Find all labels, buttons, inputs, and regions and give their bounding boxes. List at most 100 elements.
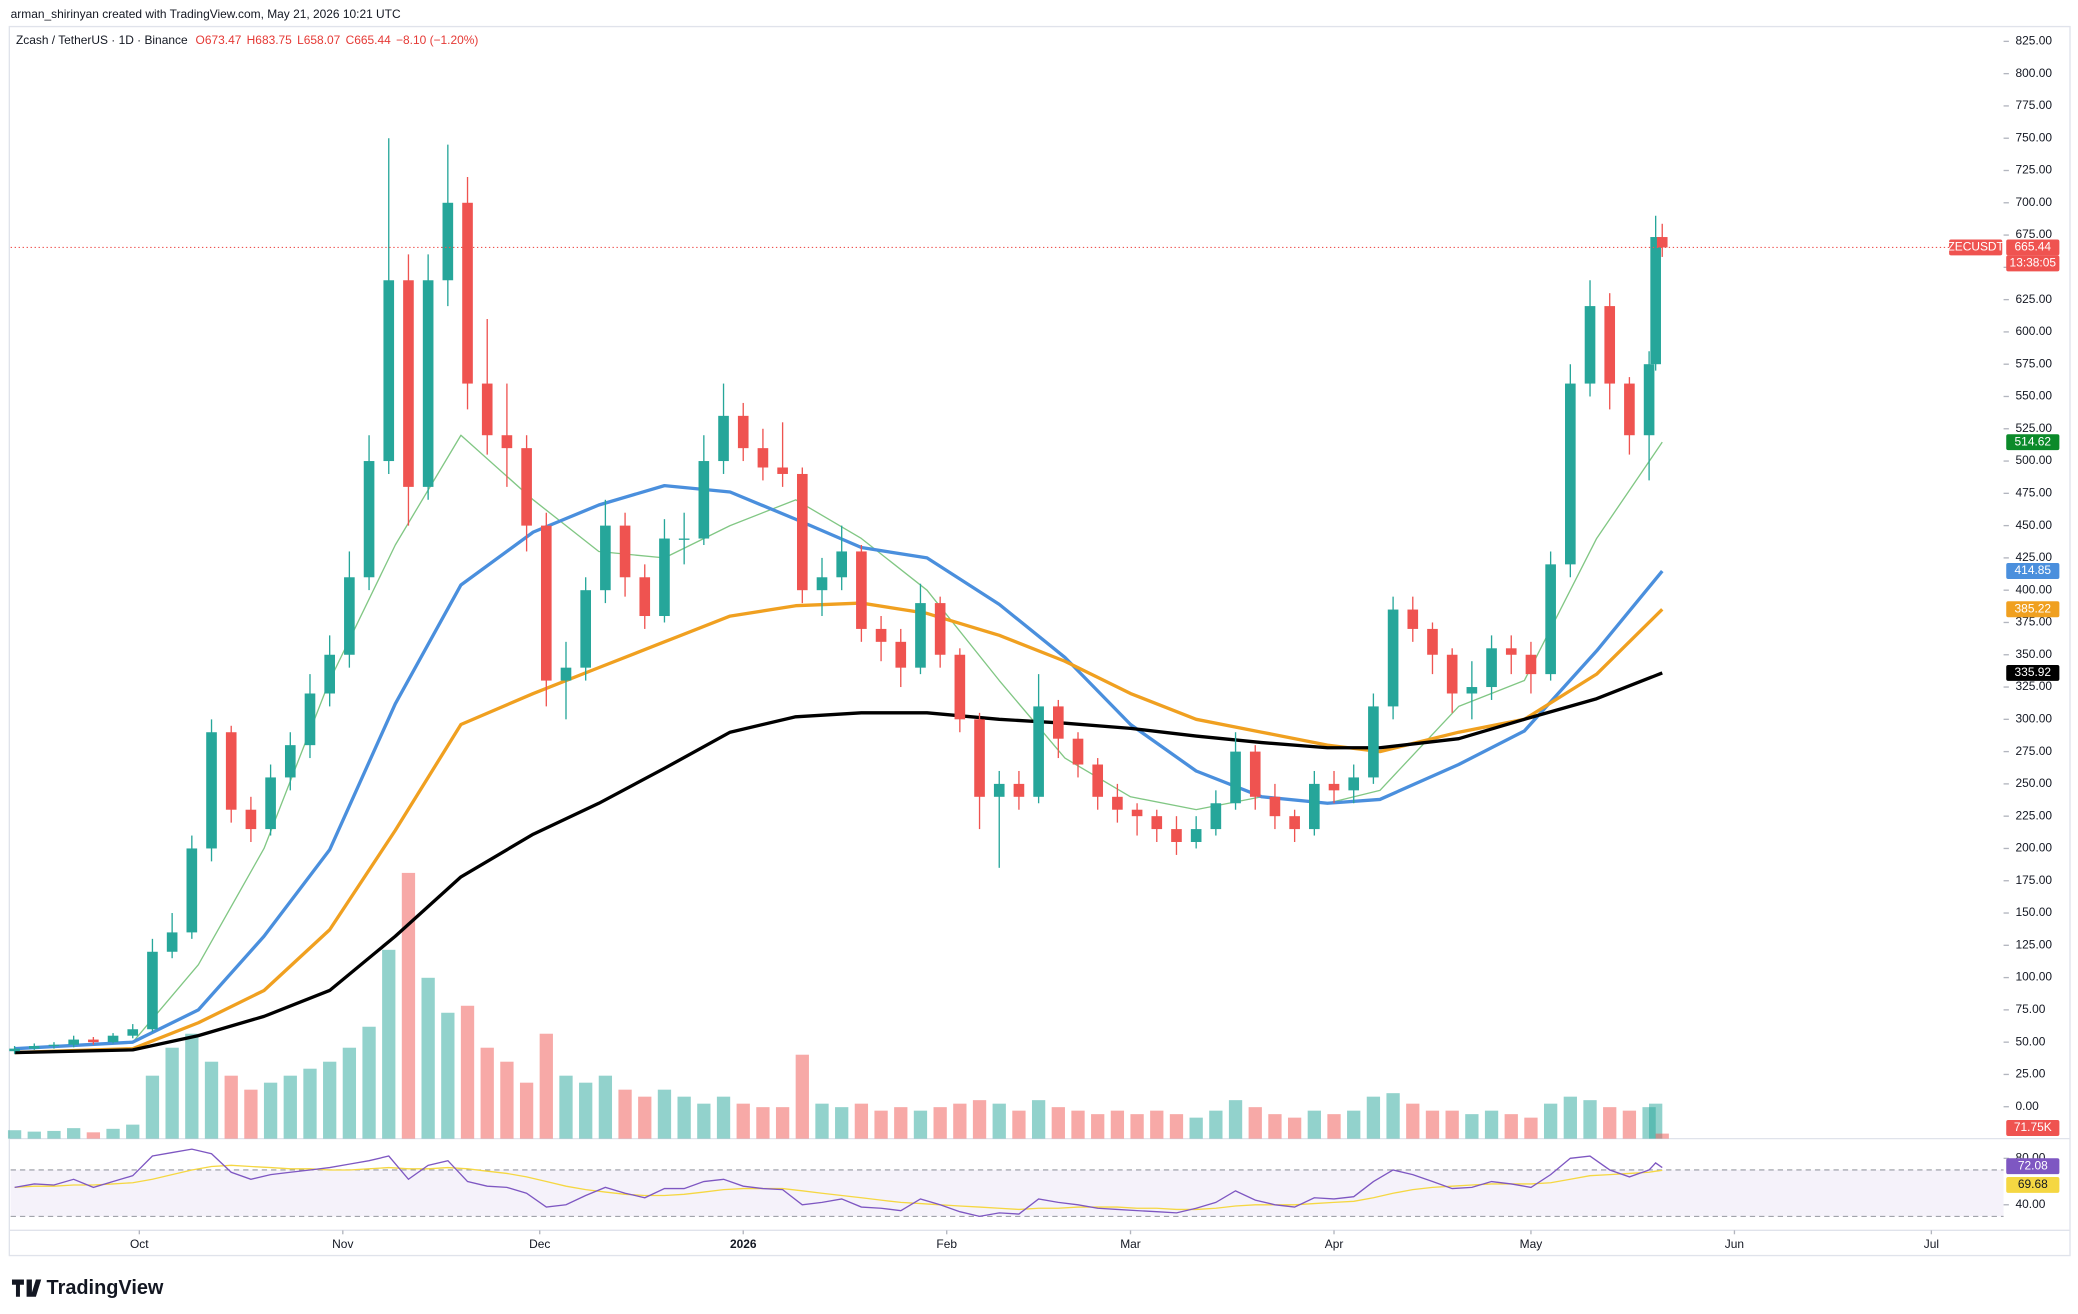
ma-value-label-box [2006, 434, 2060, 451]
volume-bar [382, 949, 396, 1139]
candle-body [619, 525, 631, 578]
volume-bar [992, 1103, 1006, 1139]
y-tick-label: 675.00 [2016, 227, 2053, 241]
candle-body [304, 693, 316, 746]
y-tick-label: 775.00 [2016, 98, 2053, 112]
volume-bar [441, 1012, 455, 1139]
candle-body [324, 654, 335, 694]
candle-body [462, 202, 473, 384]
x-tick-label: Feb [936, 1237, 957, 1251]
y-tick-label: 575.00 [2016, 356, 2053, 370]
y-tick-label: 350.00 [2016, 647, 2053, 661]
candle-body [501, 435, 513, 449]
volume-bar [480, 1047, 494, 1139]
candle-body [166, 932, 178, 952]
candle-body [1171, 829, 1182, 842]
candle-body [757, 448, 769, 468]
brand: TradingView [47, 1277, 164, 1299]
x-tick-label: Oct [130, 1237, 149, 1251]
volume-bar [874, 1110, 888, 1139]
volume-bar [1031, 1100, 1046, 1139]
last-price-label-box [2006, 239, 2060, 256]
volume-bar [1622, 1110, 1637, 1139]
candle-body [816, 577, 828, 591]
y-tick-label: 250.00 [2016, 776, 2053, 790]
volume-bar [1583, 1100, 1597, 1139]
volume-bar [1327, 1114, 1341, 1139]
volume-bar [1524, 1117, 1538, 1139]
ohlc-high: H683.75 [247, 33, 292, 47]
y-tick-label: 600.00 [2016, 324, 2053, 338]
ma-value-label: 414.85 [2015, 563, 2052, 577]
candle-body [1427, 628, 1438, 655]
volume-bar [1228, 1100, 1243, 1139]
volume-bar [1543, 1103, 1558, 1139]
candle-body [1446, 654, 1458, 694]
volume-bar [1603, 1107, 1617, 1139]
rsi-band [10, 1169, 2004, 1217]
candle-body [1230, 751, 1241, 804]
candle-body [737, 415, 749, 449]
brand-logo: TradingView [11, 1277, 164, 1299]
volume-bar [756, 1107, 770, 1139]
candle-body [895, 641, 907, 668]
volume-bar [1268, 1114, 1282, 1139]
volume-bar [1465, 1114, 1479, 1139]
y-tick-label: 475.00 [2016, 485, 2053, 499]
y-tick-label: 50.00 [2016, 1034, 2046, 1048]
candle-body [481, 383, 493, 436]
y-tick-label: 375.00 [2016, 615, 2053, 629]
candle-body [934, 603, 946, 655]
ma-value-label: 385.22 [2015, 601, 2052, 615]
ma-value-label-box [2006, 601, 2060, 618]
x-tick-label: 2026 [730, 1237, 757, 1251]
y-tick-label: 0.00 [2016, 1099, 2040, 1113]
rsi-line [14, 1148, 1663, 1218]
candle-body [1604, 306, 1616, 384]
volume-bar [657, 1089, 672, 1139]
candle-body [1505, 648, 1517, 655]
symbol-title: Zcash / TetherUS · 1D · Binance [16, 33, 188, 47]
volume-bar [1150, 1110, 1164, 1139]
volume-bar [697, 1103, 711, 1139]
candle-body [993, 783, 1005, 797]
candle-body [1525, 654, 1537, 675]
volume-bar [1484, 1110, 1499, 1139]
volume-label: 71.75K [2014, 1120, 2052, 1134]
candle-body [1131, 809, 1143, 817]
ohlc-change: −8.10 (−1.20%) [396, 33, 478, 47]
candle-body [1033, 706, 1044, 797]
volume-bar [421, 977, 435, 1139]
candle-body [1407, 609, 1419, 629]
volume-bar [362, 1026, 376, 1139]
volume-bar [1169, 1114, 1184, 1139]
candle-body [403, 280, 414, 487]
y-tick-label: 150.00 [2016, 905, 2053, 919]
volume-bar [716, 1096, 731, 1139]
chart-title: Zcash / TetherUS · 1D · Binance O673.47 H6… [16, 33, 478, 47]
candle-body [1289, 816, 1300, 830]
candle-body [915, 603, 926, 668]
volume-bar [460, 1005, 475, 1139]
volume-bar [854, 1103, 869, 1139]
volume-bar [815, 1103, 829, 1139]
volume-bar [303, 1068, 317, 1139]
y-tick-label: 225.00 [2016, 808, 2053, 822]
volume-bar [913, 1110, 928, 1139]
ohlc-close: C665.44 [346, 33, 391, 47]
y-tick-label: 550.00 [2016, 389, 2053, 403]
rsi-ma-value-label: 69.68 [2018, 1177, 2048, 1191]
volume-bar [7, 1130, 22, 1139]
candle-body [600, 525, 611, 591]
volume-bar [1071, 1110, 1085, 1139]
volume-bar [1504, 1114, 1518, 1139]
candle-body [245, 809, 257, 830]
candle-body [48, 1044, 60, 1047]
candle-body [1584, 306, 1596, 384]
symbol-tag: ZECUSDT [1947, 240, 2004, 254]
volume-bar [1386, 1093, 1400, 1139]
y-tick-label: 325.00 [2016, 679, 2053, 693]
rsi-value-label-box [2006, 1158, 2060, 1175]
x-tick-label: Apr [1325, 1237, 1344, 1251]
volume-bar [1425, 1110, 1440, 1139]
